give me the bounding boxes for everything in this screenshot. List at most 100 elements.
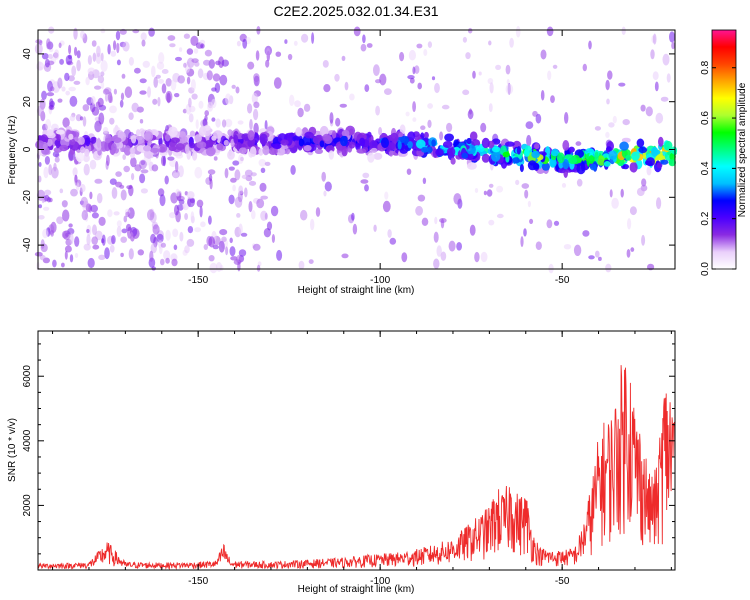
noise-cell — [80, 196, 89, 208]
noise-cell — [175, 56, 182, 62]
y-tick-label: 20 — [22, 96, 33, 108]
noise-cell — [177, 75, 185, 84]
noise-cell — [123, 215, 128, 223]
noise-cell — [163, 250, 171, 261]
noise-cell — [335, 117, 341, 127]
colorbar-ticks: 0.0 0.2 0.4 0.6 0.8 — [700, 60, 736, 276]
ridge-cell — [196, 141, 207, 149]
noise-cell — [186, 191, 195, 200]
noise-cell — [441, 104, 450, 110]
noise-cell — [61, 230, 69, 239]
noise-cell — [641, 234, 646, 246]
noise-cell — [627, 218, 632, 230]
noise-cell — [384, 191, 389, 200]
noise-cell — [73, 27, 78, 40]
noise-cell — [167, 35, 176, 41]
ridge-cell — [47, 129, 54, 137]
noise-cell — [650, 49, 655, 60]
noise-cell — [276, 249, 283, 261]
noise-cell — [170, 79, 177, 91]
noise-cell — [594, 126, 602, 131]
noise-cell — [47, 60, 55, 66]
noise-cell — [431, 76, 436, 81]
noise-cell — [120, 189, 127, 201]
noise-cell — [645, 106, 653, 117]
noise-cell — [107, 209, 113, 218]
ridge-cell — [85, 137, 91, 147]
noise-cell — [98, 112, 105, 125]
noise-cell — [76, 59, 81, 72]
ridge-cell — [390, 132, 399, 143]
ridge-cell — [136, 129, 141, 137]
noise-cell — [171, 258, 178, 267]
noise-cell — [529, 218, 534, 224]
noise-cell — [187, 226, 194, 234]
x-tick-label: -100 — [370, 576, 390, 587]
noise-cell — [553, 220, 560, 226]
ridge-cell — [407, 131, 416, 142]
noise-cell — [618, 82, 626, 87]
noise-cell — [237, 261, 241, 272]
noise-cell — [209, 262, 218, 274]
noise-cell — [184, 245, 190, 254]
noise-cell — [89, 159, 97, 170]
noise-cell — [526, 134, 532, 147]
noise-cell — [215, 60, 221, 66]
ridge-cell — [646, 157, 655, 167]
noise-cell — [408, 49, 416, 61]
noise-cell — [67, 228, 75, 235]
noise-cell — [297, 107, 304, 118]
noise-cell — [182, 203, 189, 211]
noise-cell — [323, 190, 327, 197]
noise-cell — [197, 68, 204, 79]
noise-cell — [666, 73, 671, 83]
noise-cell — [128, 248, 134, 260]
noise-cell — [147, 209, 155, 221]
noise-cell — [95, 101, 101, 108]
noise-cell — [588, 255, 595, 260]
ridge-cell — [466, 137, 472, 145]
noise-cell — [561, 183, 567, 188]
noise-cell — [94, 85, 102, 90]
noise-cell — [671, 42, 675, 50]
noise-cell — [433, 258, 440, 269]
ridge-cell — [359, 137, 366, 147]
noise-cell — [92, 224, 97, 236]
colorbar-gradient — [711, 29, 737, 270]
noise-cell — [352, 223, 358, 235]
noise-cell — [206, 70, 213, 81]
noise-cell — [162, 155, 166, 167]
noise-cell — [50, 86, 55, 92]
noise-cell — [174, 204, 179, 216]
noise-cell — [57, 98, 63, 103]
ridge-cell — [469, 131, 478, 141]
ridge-cell — [205, 147, 216, 157]
ridge-cell — [589, 163, 597, 171]
ridge-cell — [295, 127, 302, 136]
noise-cell — [199, 39, 206, 45]
ridge-cell — [568, 146, 575, 153]
noise-cell — [448, 240, 456, 252]
noise-cell — [524, 189, 529, 199]
ridge-cell — [123, 145, 132, 156]
ridge-cell — [189, 142, 195, 149]
noise-cell — [242, 38, 248, 49]
noise-cell — [101, 234, 106, 246]
ridge-cell — [367, 131, 372, 138]
noise-cell — [384, 88, 392, 95]
ridge-cell — [356, 148, 367, 154]
ridge-cell — [341, 145, 348, 157]
noise-cell — [339, 103, 347, 108]
noise-cell — [51, 166, 59, 179]
noise-cell — [71, 65, 77, 77]
figure-title: C2E2.2025.032.01.34.E31 — [273, 3, 438, 19]
noise-cell — [474, 188, 479, 193]
noise-cell — [564, 112, 569, 124]
noise-cell — [260, 195, 269, 200]
noise-cell — [148, 27, 155, 37]
noise-cell — [34, 251, 43, 257]
noise-cell — [505, 83, 514, 95]
noise-cell — [465, 52, 471, 60]
noise-cell — [630, 247, 635, 252]
noise-cell — [54, 49, 60, 60]
